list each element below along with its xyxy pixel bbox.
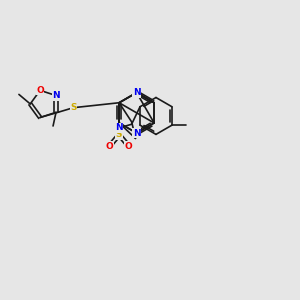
Text: O: O xyxy=(106,142,113,151)
Text: N: N xyxy=(52,91,60,100)
Text: N: N xyxy=(133,88,140,97)
Text: S: S xyxy=(116,130,122,139)
Text: O: O xyxy=(36,86,44,95)
Text: O: O xyxy=(125,142,133,151)
Text: S: S xyxy=(70,103,76,112)
Text: N: N xyxy=(133,129,140,138)
Text: N: N xyxy=(115,123,123,132)
